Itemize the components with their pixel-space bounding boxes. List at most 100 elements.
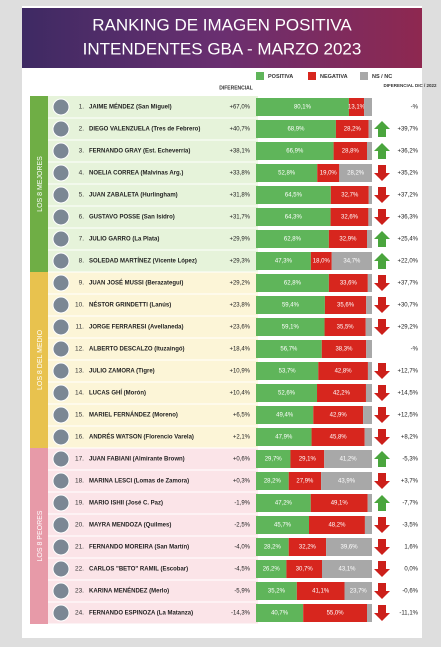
bar-segment <box>326 538 372 556</box>
bar-segment <box>321 340 367 358</box>
portrait <box>52 384 70 402</box>
portrait <box>52 538 70 556</box>
bar-segment <box>367 494 372 512</box>
mayor-name: FERNANDO MOREIRA (San Martín) <box>89 545 189 551</box>
value-label: 49,1% <box>331 501 349 507</box>
rank: 1. <box>79 104 85 111</box>
trend-arrow-down <box>374 473 390 489</box>
value-label: 19,0% <box>320 171 338 177</box>
diferencial: -5,9% <box>234 589 250 595</box>
trend-arrow-down <box>374 319 390 335</box>
value-label: 18,0% <box>313 259 331 265</box>
rank: 18. <box>75 478 84 485</box>
bar-segment <box>256 428 312 446</box>
bar-segment <box>335 120 369 138</box>
value-label: 40,7% <box>271 611 289 617</box>
dic2022: +8,2% <box>401 435 419 441</box>
diferencial: +0,3% <box>233 479 251 485</box>
dic2022: 0,0% <box>404 567 418 573</box>
value-label: 52,6% <box>278 391 296 397</box>
legend-swatch <box>360 72 368 80</box>
bar-segment <box>330 186 369 204</box>
diferencial: +29,9% <box>229 237 250 243</box>
diferencial: +67,0% <box>229 105 250 111</box>
bar-segment <box>328 274 368 292</box>
bar-segment <box>367 604 372 622</box>
value-label: 35,5% <box>337 325 355 331</box>
bar-segment <box>333 142 368 160</box>
mayor-name: FERNANDO ESPINOZA (La Matanza) <box>89 611 193 617</box>
trend-arrow-up <box>374 121 390 137</box>
bar-segment <box>368 120 372 138</box>
portrait <box>52 296 70 314</box>
value-label: 28,2% <box>344 127 362 133</box>
bar-segment <box>256 340 322 358</box>
value-label: 68,9% <box>287 127 305 133</box>
portrait <box>52 120 70 138</box>
bar-segment <box>344 582 372 600</box>
bar-segment <box>368 186 372 204</box>
dic2022: +30,7% <box>397 303 418 309</box>
trend-arrow-down <box>374 165 390 181</box>
bar-segment <box>363 406 372 424</box>
mayor-name: MAYRA MENDOZA (Quilmes) <box>89 523 171 529</box>
trend-arrow-down <box>374 187 390 203</box>
bar-segment <box>322 560 372 578</box>
dic2022: +37,2% <box>397 193 418 199</box>
bar-segment <box>256 582 297 600</box>
dic2022: +3,7% <box>401 479 419 485</box>
value-label: 39,6% <box>341 545 359 551</box>
value-label: 43,9% <box>338 479 356 485</box>
diferencial: -1,9% <box>234 501 250 507</box>
diferencial: +31,7% <box>229 215 250 221</box>
portrait <box>52 318 70 336</box>
value-label: 62,8% <box>284 237 302 243</box>
bar-segment <box>310 494 368 512</box>
value-label: 56,7% <box>280 347 298 353</box>
bar-segment <box>365 318 372 336</box>
diferencial: +2,1% <box>233 435 251 441</box>
value-label: 32,6% <box>341 215 359 221</box>
mayor-name: LUCAS GHÍ (Morón) <box>89 389 146 397</box>
diferencial: +38,1% <box>229 149 250 155</box>
mayor-name: NOELIA CORREA (Malvinas Arg.) <box>89 171 183 177</box>
dic2022: +36,2% <box>397 149 418 155</box>
dic2022: +22,0% <box>397 259 418 265</box>
portrait <box>52 494 70 512</box>
mayor-name: ANDRÉS WATSON (Florencio Varela) <box>89 433 194 441</box>
value-label: 42,9% <box>330 413 348 419</box>
rank: 13. <box>75 368 84 375</box>
mayor-name: ALBERTO DESCALZO (Ituzaingó) <box>89 347 185 353</box>
bar-segment <box>286 560 323 578</box>
bar-segment <box>365 384 372 402</box>
trend-arrow-up <box>374 451 390 467</box>
portrait <box>52 582 70 600</box>
mayor-name: JUAN FABIANI (Almirante Brown) <box>89 457 185 463</box>
bar-segment <box>367 362 372 380</box>
mayor-name: NÉSTOR GRINDETTI (Lanús) <box>89 301 171 309</box>
value-label: 48,2% <box>328 523 346 529</box>
value-label: 28,2% <box>264 545 282 551</box>
bar-segment <box>288 538 327 556</box>
trend-arrow-up <box>374 253 390 269</box>
trend-arrow-up <box>374 231 390 247</box>
bar-segment <box>256 120 336 138</box>
rank: 17. <box>75 456 84 463</box>
chart-subtitle: INTENDENTES GBA - MARZO 2023 <box>83 39 362 58</box>
rank: 2. <box>79 126 85 133</box>
trend-arrow-down <box>374 517 390 533</box>
value-label: 59,4% <box>282 303 300 309</box>
diferencial: +31,8% <box>229 193 250 199</box>
bar-segment <box>368 208 372 226</box>
mayor-name: JUAN ZABALETA (Hurlingham) <box>89 193 178 199</box>
mayor-name: MARINA LESCI (Lomas de Zamora) <box>89 479 189 485</box>
bar-segment <box>256 186 331 204</box>
bar-segment <box>366 340 372 358</box>
dic2022: -5,3% <box>402 457 418 463</box>
trend-arrow-down <box>374 363 390 379</box>
diferencial: +23,6% <box>229 325 250 331</box>
title-banner <box>22 8 422 68</box>
rank: 8. <box>79 258 85 265</box>
bar-segment <box>367 142 372 160</box>
